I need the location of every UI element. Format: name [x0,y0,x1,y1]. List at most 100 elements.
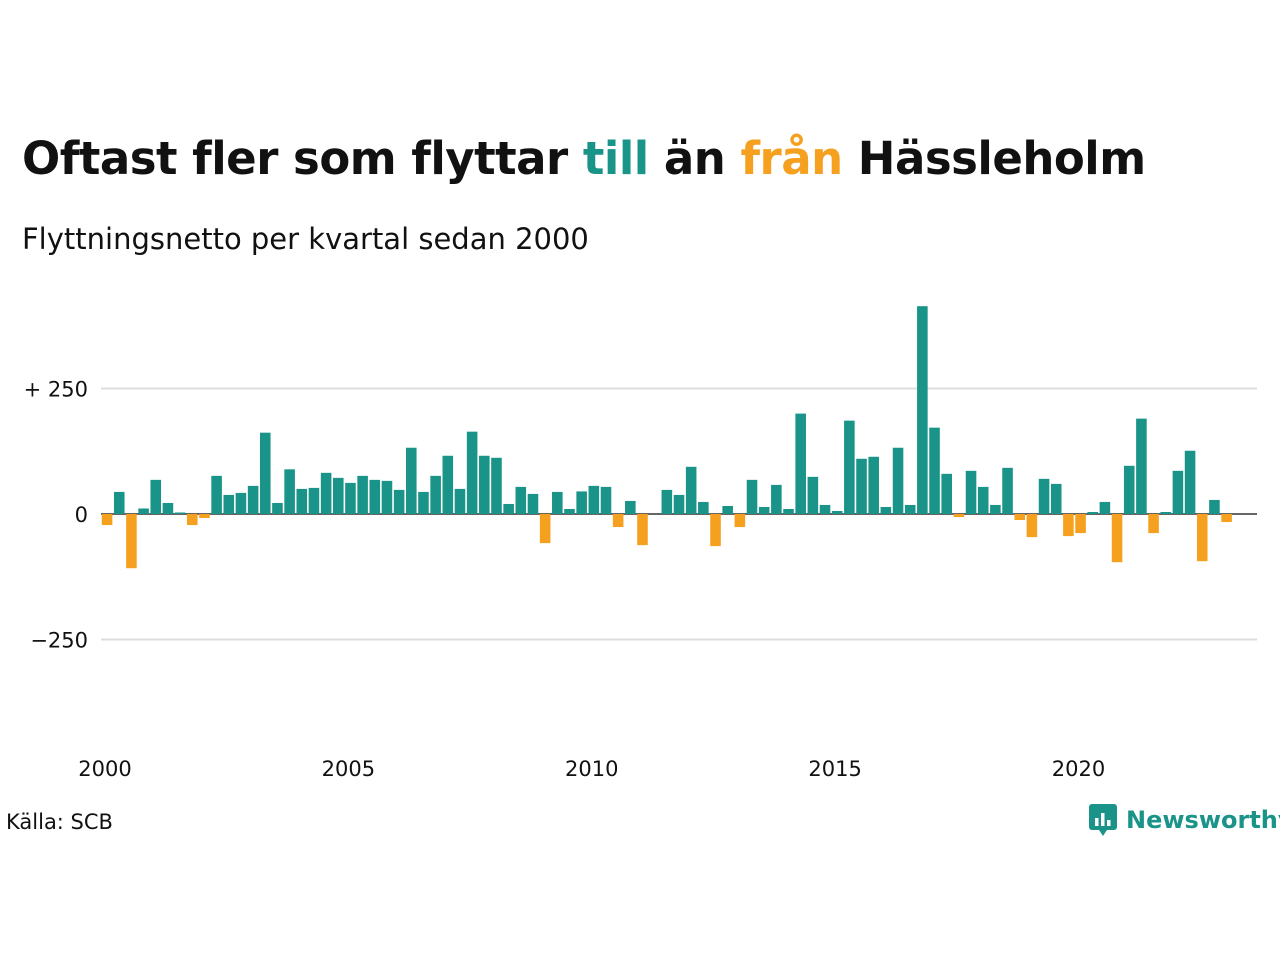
bar-q30 [454,488,466,514]
title-part-3: Hässleholm [842,132,1146,185]
bar-q21 [345,482,356,514]
bar-q77 [1026,514,1038,538]
bar-q79 [1050,483,1062,514]
x-tick-label: 2015 [808,757,861,781]
bar-q91 [1196,514,1208,562]
bar-q74 [990,504,1001,514]
newsworthy-logo-text: Newsworthy [1126,806,1280,834]
bar-q83 [1099,501,1111,514]
bar-q47 [661,489,673,514]
bar-q71 [953,514,965,518]
bar-q19 [320,472,332,514]
bar-q9 [199,514,210,519]
bar-q93 [1221,514,1232,523]
bar-chart: + 250 0 −250 2000 2005 2010 2015 2020 [24,306,1257,782]
bar-q13 [247,485,259,514]
bar-q17 [296,488,308,514]
bar-q2 [113,491,125,514]
bar-q63 [856,458,867,514]
bars [101,306,1232,569]
bar-q25 [393,489,405,514]
bar-q29 [442,455,454,514]
bar-q69 [929,427,940,514]
bar-q55 [758,506,770,514]
bar-q59 [807,476,819,514]
x-tick-label: 2005 [322,757,375,781]
chart-subtitle: Flyttningsnetto per kvartal sedan 2000 [22,222,589,256]
bar-q81 [1075,514,1086,534]
bar-q76 [1014,514,1025,521]
bar-q34 [503,503,514,514]
bar-q73 [977,486,989,514]
bar-q14 [259,432,271,514]
y-tick-label: −250 [30,629,88,653]
bar-q62 [844,420,855,514]
newsworthy-chart-bubble-icon [1089,804,1117,836]
bar-q89 [1172,470,1184,514]
bar-q42 [600,486,612,514]
bar-q33 [491,457,502,514]
bar-q24 [381,480,393,514]
title-word-till: till [582,132,649,185]
bar-q8 [186,514,198,526]
newsworthy-logo: Newsworthy [1088,803,1280,837]
bar-q57 [783,508,794,514]
bar-q49 [685,466,697,514]
bar-q7 [174,512,186,514]
axis-labels: + 250 0 −250 2000 2005 2010 2015 2020 [24,378,1106,782]
bar-q66 [892,447,904,514]
bar-q85 [1123,465,1135,514]
bar-q28 [430,475,441,514]
bar-q78 [1038,478,1050,514]
bar-q80 [1063,514,1074,537]
bar-q10 [211,475,222,514]
bar-q15 [272,502,283,514]
bar-q67 [904,504,916,514]
bar-q36 [527,493,539,514]
bar-q5 [150,479,162,514]
bar-q88 [1160,511,1172,514]
bar-q92 [1209,499,1220,514]
bar-q58 [795,413,806,514]
bar-q70 [941,473,952,514]
bar-q22 [357,475,368,514]
bar-q20 [333,477,344,514]
bar-q72 [965,470,977,514]
bar-q37 [539,514,551,544]
bar-q51 [710,514,721,547]
x-tick-label: 2020 [1052,757,1105,781]
bar-q3 [126,514,137,569]
bar-q75 [1002,467,1013,514]
bar-q35 [515,486,527,514]
bar-q90 [1184,450,1196,514]
bar-q44 [625,500,636,514]
bar-q65 [880,506,892,514]
bar-q18 [308,487,320,514]
bar-q31 [466,431,478,514]
bar-q86 [1136,418,1147,514]
bar-q60 [819,504,831,514]
x-tick-label: 2010 [565,757,618,781]
title-part-1: Oftast fler som flyttar [22,132,583,185]
bar-q6 [162,502,174,514]
bar-q48 [673,494,685,514]
bar-q32 [479,455,490,514]
bar-q61 [831,510,843,514]
chart-title: Oftast fler som flyttar till än från Häs… [22,132,1146,185]
bar-q40 [576,491,587,514]
bar-q16 [284,469,295,514]
bar-q26 [406,447,417,514]
bar-q27 [418,491,429,514]
bar-q12 [235,492,247,514]
bar-q39 [564,508,575,514]
bar-q45 [637,514,648,546]
bar-q43 [612,514,624,528]
bar-q4 [138,508,149,514]
bar-q82 [1087,511,1099,514]
bar-q84 [1111,514,1123,563]
title-part-2: än [648,132,741,185]
bar-q1 [101,514,113,526]
y-tick-label: + 250 [24,378,88,402]
title-word-fran: från [740,132,843,185]
bar-q50 [698,501,709,514]
